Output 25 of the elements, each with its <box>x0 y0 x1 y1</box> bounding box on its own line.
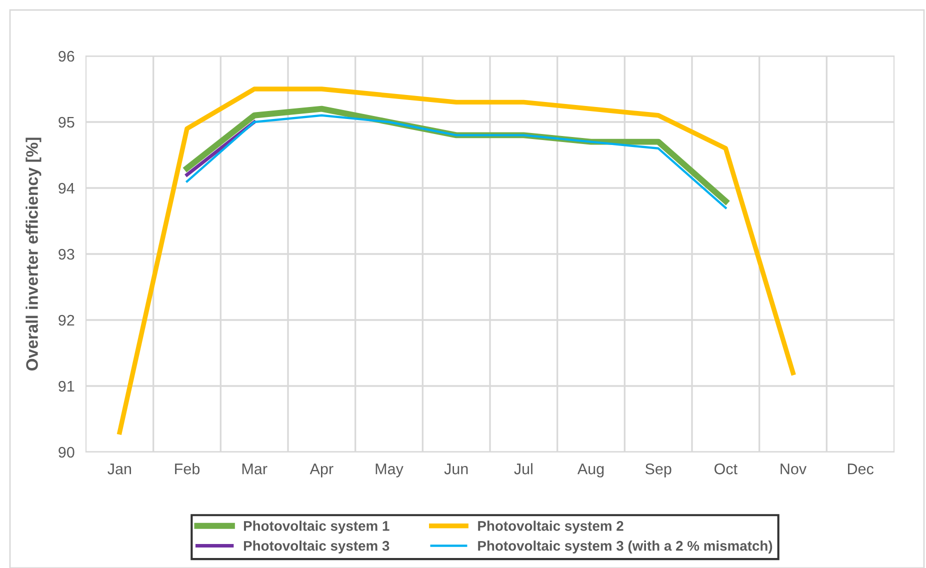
y-tick-label: 95 <box>58 116 74 128</box>
x-tick-label: May <box>376 464 404 478</box>
y-tick-label: 92 <box>58 314 74 326</box>
y-tick-label: 96 <box>58 50 74 62</box>
x-tick-label: Nov <box>780 464 807 474</box>
legend-label: Photovoltaic system 2 <box>478 520 624 534</box>
legend-label: Photovoltaic system 3 (with a 2 % mismatch) <box>478 540 772 554</box>
y-tick-label: 91 <box>58 380 74 392</box>
line-series <box>117 86 796 435</box>
x-tick-label: Mar <box>242 464 268 474</box>
x-tick-label: Feb <box>175 463 200 474</box>
x-tick-label: Apr <box>310 464 334 478</box>
legend-label: Photovoltaic system 3 <box>244 540 390 554</box>
x-tick-label: Dec <box>848 464 874 474</box>
y-tick-label: 90 <box>58 446 74 458</box>
legend-label: Photovoltaic system 1 <box>244 520 390 534</box>
x-tick-label: Jun <box>444 464 468 474</box>
x-tick-label: Sep <box>645 464 672 478</box>
y-tick-label: 93 <box>58 248 74 260</box>
y-axis-title: Overall inverter efficiency [%] <box>26 138 42 370</box>
y-tick-label: 94 <box>58 182 74 194</box>
x-tick-label: Jul <box>514 463 532 474</box>
x-tick-label: Oct <box>714 464 738 474</box>
x-tick-label: Jan <box>108 464 131 474</box>
x-tick-label: Aug <box>577 464 604 478</box>
